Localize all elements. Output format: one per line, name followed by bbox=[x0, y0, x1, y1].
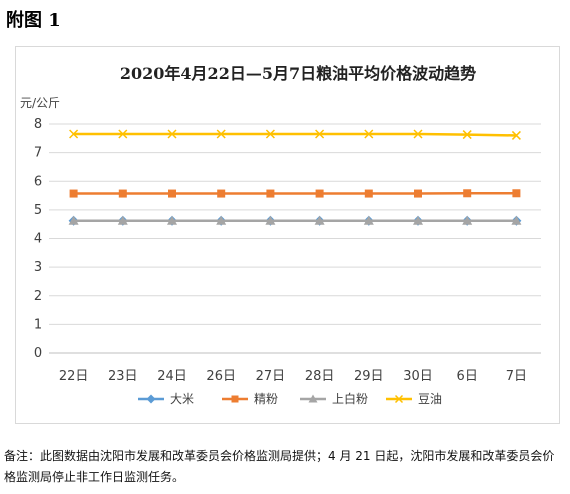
data-point bbox=[462, 215, 473, 225]
data-point bbox=[118, 129, 128, 139]
data-point bbox=[314, 215, 325, 225]
y-axis-unit-label: 元/公斤 bbox=[20, 96, 60, 110]
data-point-stroke bbox=[265, 129, 275, 139]
y-tick-label: 1 bbox=[34, 317, 42, 332]
data-point-stroke bbox=[69, 129, 79, 139]
data-point bbox=[413, 129, 423, 139]
data-point-stroke bbox=[462, 130, 472, 140]
x-tick-label: 28日 bbox=[305, 369, 335, 384]
data-point bbox=[315, 189, 324, 198]
y-tick-label: 8 bbox=[34, 117, 42, 132]
y-tick-label: 7 bbox=[34, 146, 42, 161]
series-上白粉 bbox=[68, 215, 522, 225]
legend-label: 大米 bbox=[170, 392, 194, 406]
data-point bbox=[463, 189, 472, 198]
y-tick-label: 0 bbox=[34, 346, 42, 361]
data-point bbox=[167, 129, 177, 139]
data-point bbox=[216, 215, 227, 225]
data-point bbox=[265, 215, 276, 225]
y-axis-ticks: 0 1 2 3 4 5 6 7 8 bbox=[34, 117, 42, 361]
figure-heading: 附图 1 bbox=[6, 10, 61, 31]
y-tick-label: 3 bbox=[34, 260, 42, 275]
x-axis-ticks: 22日 23日 24日 26日 27日 28日 29日 30日 6日 7日 bbox=[59, 369, 527, 384]
data-point bbox=[414, 189, 422, 198]
data-point bbox=[231, 395, 239, 403]
data-point bbox=[308, 394, 318, 403]
data-point bbox=[364, 189, 373, 198]
x-tick-label: 22日 bbox=[59, 369, 89, 384]
x-tick-label: 30日 bbox=[403, 369, 433, 384]
x-tick-label: 6日 bbox=[457, 369, 478, 384]
data-point bbox=[266, 189, 275, 198]
data-point bbox=[118, 189, 127, 198]
data-point-stroke bbox=[118, 129, 128, 139]
y-tick-label: 5 bbox=[34, 203, 42, 218]
data-point-stroke bbox=[315, 129, 325, 139]
legend-item: 上白粉 bbox=[300, 391, 368, 406]
data-point-stroke bbox=[167, 129, 177, 139]
x-tick-label: 26日 bbox=[206, 369, 236, 384]
data-point bbox=[462, 130, 472, 140]
data-point bbox=[512, 189, 521, 198]
data-point bbox=[511, 130, 521, 140]
series-line bbox=[73, 132, 517, 137]
series-lines bbox=[68, 129, 522, 226]
data-point bbox=[69, 189, 78, 198]
data-point bbox=[216, 129, 226, 139]
data-point bbox=[167, 215, 177, 225]
x-tick-label: 23日 bbox=[108, 369, 138, 384]
series-豆油 bbox=[69, 129, 521, 140]
data-point bbox=[69, 129, 79, 139]
data-point bbox=[68, 215, 79, 225]
legend-label: 上白粉 bbox=[332, 391, 368, 406]
data-point-stroke bbox=[364, 129, 374, 139]
line-chart: 2020年4月22日—5月7日粮油平均价格波动趋势 元/公斤 0 1 2 3 4 5 6 7 8… bbox=[20, 64, 541, 406]
data-point bbox=[511, 215, 522, 225]
data-point bbox=[117, 215, 128, 225]
data-point-stroke bbox=[216, 129, 226, 139]
data-point bbox=[146, 394, 156, 404]
chart-title: 2020年4月22日—5月7日粮油平均价格波动趋势 bbox=[120, 64, 476, 83]
footnote: 备注：此图数据由沈阳市发展和改革委员会价格监测局提供；4 月 21 日起，沈阳市… bbox=[4, 449, 555, 484]
y-tick-label: 6 bbox=[34, 174, 42, 189]
data-point bbox=[394, 394, 404, 404]
x-tick-label: 24日 bbox=[157, 369, 187, 384]
chart-legend: 大米 精粉 上白粉 豆油 bbox=[138, 391, 442, 406]
chart-container: 2020年4月22日—5月7日粮油平均价格波动趋势 元/公斤 0 1 2 3 4 5 6 7 8… bbox=[15, 46, 560, 424]
legend-label: 精粉 bbox=[254, 392, 278, 406]
data-point bbox=[265, 129, 275, 139]
data-point-stroke bbox=[394, 394, 404, 404]
x-tick-label: 7日 bbox=[506, 369, 527, 384]
x-tick-label: 27日 bbox=[256, 369, 286, 384]
data-point bbox=[363, 215, 374, 225]
data-point bbox=[413, 215, 423, 225]
data-point bbox=[364, 129, 374, 139]
series-精粉 bbox=[69, 189, 521, 198]
legend-item: 豆油 bbox=[386, 392, 442, 406]
legend-label: 豆油 bbox=[418, 392, 442, 406]
data-point bbox=[315, 129, 325, 139]
y-tick-label: 2 bbox=[34, 289, 42, 304]
y-tick-label: 4 bbox=[34, 232, 42, 247]
data-point-stroke bbox=[511, 130, 521, 140]
data-point-stroke bbox=[413, 129, 423, 139]
x-tick-label: 29日 bbox=[354, 369, 384, 384]
data-point bbox=[217, 189, 226, 198]
legend-item: 大米 bbox=[138, 392, 194, 406]
grid-lines bbox=[49, 123, 541, 354]
legend-item: 精粉 bbox=[222, 392, 278, 406]
data-point bbox=[168, 189, 176, 198]
